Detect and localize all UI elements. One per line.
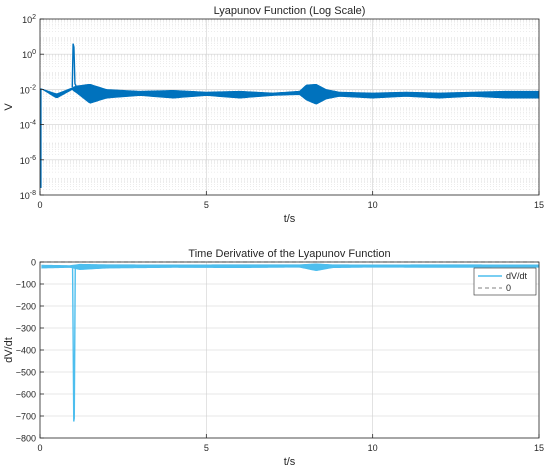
derivative-y-tick-label: −800 <box>16 434 36 444</box>
derivative-x-tick-label: 0 <box>37 443 42 453</box>
lyapunov-chart-title: Lyapunov Function (Log Scale) <box>214 5 366 17</box>
derivative-y-tick-label: −200 <box>16 302 36 312</box>
legend-label-zero: 0 <box>506 283 511 293</box>
lyapunov-y-tick-label: 10-2 <box>20 84 36 95</box>
derivative-x-ticks: 0 5 10 15 <box>37 434 544 453</box>
lyapunov-y-axis-label: V <box>3 103 15 111</box>
lyapunov-x-tick-label: 10 <box>368 200 378 210</box>
lyapunov-plot-area <box>40 19 539 195</box>
derivative-axes: Time Derivative of the Lyapunov Function… <box>3 248 544 468</box>
lyapunov-axes-box <box>39 18 540 196</box>
lyapunov-y-tick-label: 100 <box>22 49 36 60</box>
legend-label-dvdt: dV/dt <box>506 271 528 281</box>
derivative-y-tick-label: −500 <box>16 368 36 378</box>
derivative-spike <box>71 268 76 422</box>
derivative-y-tick-label: −300 <box>16 324 36 334</box>
lyapunov-x-ticks: 0 5 10 15 <box>37 191 544 210</box>
derivative-y-tick-label: −700 <box>16 412 36 422</box>
derivative-y-tick-label: 0 <box>31 258 36 268</box>
derivative-y-tick-label: −600 <box>16 390 36 400</box>
lyapunov-y-tick-label: 102 <box>22 14 36 25</box>
lyapunov-axes: Lyapunov Function (Log Scale) 0 5 10 15 10-… <box>3 5 544 225</box>
derivative-x-axis-label: t/s <box>284 456 296 468</box>
derivative-y-axis-label: dV/dt <box>3 337 15 363</box>
derivative-legend: dV/dt 0 <box>473 267 537 296</box>
lyapunov-y-ticks: 10-8 10-6 10-4 10-2 100 102 <box>20 14 44 201</box>
derivative-y-tick-label: −100 <box>16 280 36 290</box>
lyapunov-y-tick-label: 10-4 <box>20 120 36 131</box>
lyapunov-x-tick-label: 15 <box>534 200 544 210</box>
derivative-y-ticks: 0 −100 −200 −300 −400 −500 −600 −700 −800 <box>16 258 44 444</box>
lyapunov-y-tick-label: 10-6 <box>20 155 36 166</box>
legend-box <box>473 267 537 296</box>
lyapunov-x-tick-label: 0 <box>37 200 42 210</box>
lyapunov-x-axis-label: t/s <box>284 213 296 225</box>
derivative-x-tick-label: 15 <box>534 443 544 453</box>
lyapunov-spike <box>71 43 78 88</box>
lyapunov-x-tick-label: 5 <box>204 200 209 210</box>
derivative-x-tick-label: 5 <box>204 443 209 453</box>
derivative-y-tick-label: −400 <box>16 346 36 356</box>
lyapunov-y-tick-label: 10-8 <box>20 190 36 201</box>
derivative-x-tick-label: 10 <box>368 443 378 453</box>
lyapunov-minor-grid <box>40 19 539 190</box>
derivative-chart-title: Time Derivative of the Lyapunov Function <box>188 248 390 260</box>
